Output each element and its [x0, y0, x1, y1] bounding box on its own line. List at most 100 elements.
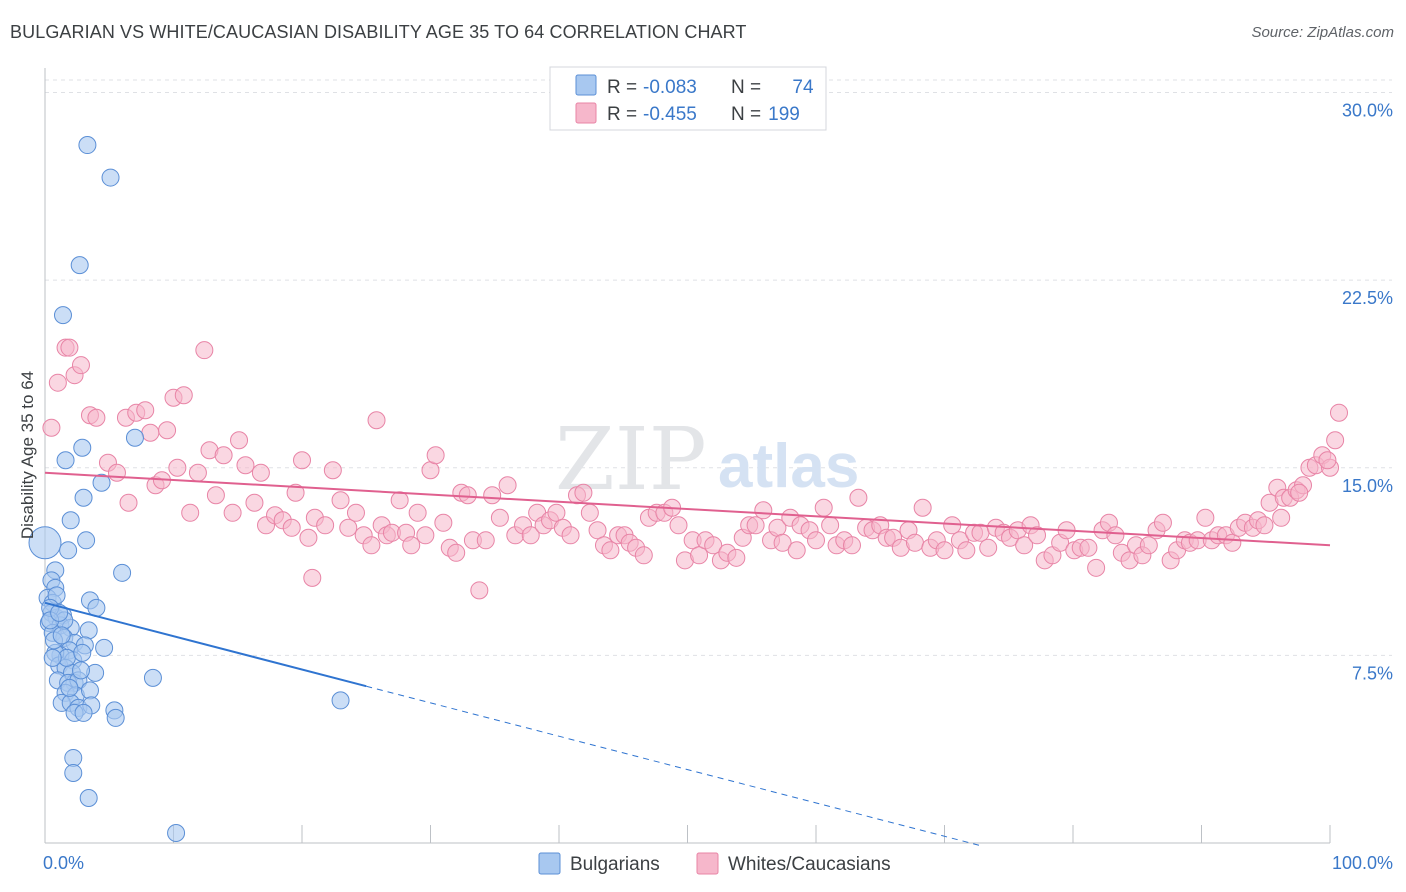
whites-point	[181, 503, 200, 522]
bulgarians-point	[80, 681, 99, 700]
bulgarians-point	[78, 136, 97, 155]
stats-r-value-1: -0.083	[643, 77, 697, 98]
bulgarians-point	[95, 638, 114, 657]
whites-point	[408, 503, 427, 522]
whites-point	[141, 423, 160, 442]
bulgarians-point	[125, 428, 144, 447]
whites-point	[362, 536, 381, 555]
whites-point	[188, 463, 207, 482]
y-tick-label: 30.0%	[1342, 101, 1393, 121]
whites-point	[521, 526, 540, 545]
whites-point	[601, 541, 620, 560]
whites-point	[251, 463, 270, 482]
whites-point	[236, 456, 255, 475]
whites-point	[346, 503, 365, 522]
whites-point	[1139, 536, 1158, 555]
whites-point	[421, 461, 440, 480]
whites-point	[168, 458, 187, 477]
whites-point	[136, 401, 155, 420]
grid-layer	[45, 79, 1392, 656]
bulgarians-point	[53, 306, 72, 325]
whites-point	[842, 536, 861, 555]
bulgarians-point	[43, 648, 62, 667]
whites-point	[1329, 403, 1348, 422]
whites-point	[704, 536, 723, 555]
whites-point	[323, 461, 342, 480]
whites-point	[447, 543, 466, 562]
stats-swatch-pink	[575, 102, 597, 124]
whites-point	[293, 451, 311, 470]
x-tick-label-min: 0.0%	[43, 853, 84, 873]
whites-point	[979, 538, 998, 557]
bulgarians-point	[64, 763, 83, 782]
bulgarians-point	[113, 563, 132, 582]
whites-point	[48, 373, 67, 392]
whites-point	[299, 528, 318, 547]
chart-title: BULGARIAN VS WHITE/CAUCASIAN DISABILITY …	[10, 22, 747, 42]
bulgarians-point	[73, 438, 92, 457]
whites-point	[42, 418, 61, 437]
whites-point	[367, 411, 386, 430]
whites-point	[174, 386, 193, 405]
whites-point	[814, 498, 833, 517]
whites-point	[913, 498, 932, 517]
source-label: Source: ZipAtlas.com	[1251, 24, 1394, 41]
bulgarians-point	[56, 451, 75, 470]
axis-layer: 7.5% 15.0% 22.5% 30.0% 0.0% 100.0%	[43, 68, 1393, 873]
stats-swatch-blue	[575, 74, 597, 96]
stats-n-label-2: N =	[731, 104, 761, 125]
whites-point	[223, 503, 242, 522]
whites-point	[119, 493, 138, 512]
legend: Bulgarians Whites/Caucasians	[538, 852, 891, 875]
whites-point	[754, 501, 773, 520]
bulgarians-trend-extension	[366, 685, 984, 847]
whites-point	[158, 421, 177, 440]
x-tick-label-max: 100.0%	[1332, 853, 1393, 873]
whites-point	[498, 476, 517, 495]
whites-point	[957, 541, 976, 560]
whites-point	[214, 446, 233, 465]
whites-point	[245, 493, 264, 512]
whites-point	[588, 521, 607, 540]
bulgarians-point	[74, 488, 93, 507]
stats-r-value-2: -0.455	[643, 104, 697, 125]
whites-point	[1326, 431, 1345, 450]
bulgarians-point	[74, 703, 93, 722]
whites-point	[821, 516, 840, 535]
legend-label-bulgarians: Bulgarians	[570, 854, 660, 875]
bulgarians-point	[79, 621, 98, 640]
legend-swatch-bulgarians	[538, 852, 561, 875]
bulgarians-point	[331, 691, 350, 710]
bulgarians-point	[92, 473, 111, 492]
bulgarians-point	[71, 661, 90, 680]
stats-r-label-2: R =	[607, 104, 637, 125]
whites-point	[303, 568, 322, 587]
bulgarians-point	[59, 541, 78, 560]
whites-point	[580, 503, 599, 522]
bulgarians-point	[28, 526, 62, 560]
whites-point	[206, 486, 225, 505]
whites-point	[390, 491, 409, 510]
watermark: ZIP atlas	[555, 410, 859, 510]
whites-point	[331, 491, 350, 510]
whites-point	[727, 548, 746, 567]
whites-point	[230, 431, 249, 450]
bulgarians-point	[143, 668, 162, 687]
whites-point	[71, 356, 90, 375]
whites-point	[195, 341, 214, 360]
stats-n-value-2: 199	[768, 104, 800, 125]
whites-point	[476, 531, 495, 550]
bulgarians-point	[106, 708, 125, 727]
whites-point	[282, 518, 301, 537]
whites-trend-line	[44, 471, 1331, 547]
legend-swatch-whites	[696, 852, 719, 875]
y-tick-label: 22.5%	[1342, 288, 1393, 308]
bulgarians-point	[79, 788, 98, 807]
whites-point	[574, 483, 593, 502]
whites-point	[1318, 451, 1337, 470]
stats-n-label-1: N =	[731, 77, 761, 98]
whites-point	[1255, 516, 1274, 535]
y-axis-label: Disability Age 35 to 64	[18, 371, 37, 539]
whites-point	[1272, 508, 1291, 527]
whites-point	[426, 446, 445, 465]
